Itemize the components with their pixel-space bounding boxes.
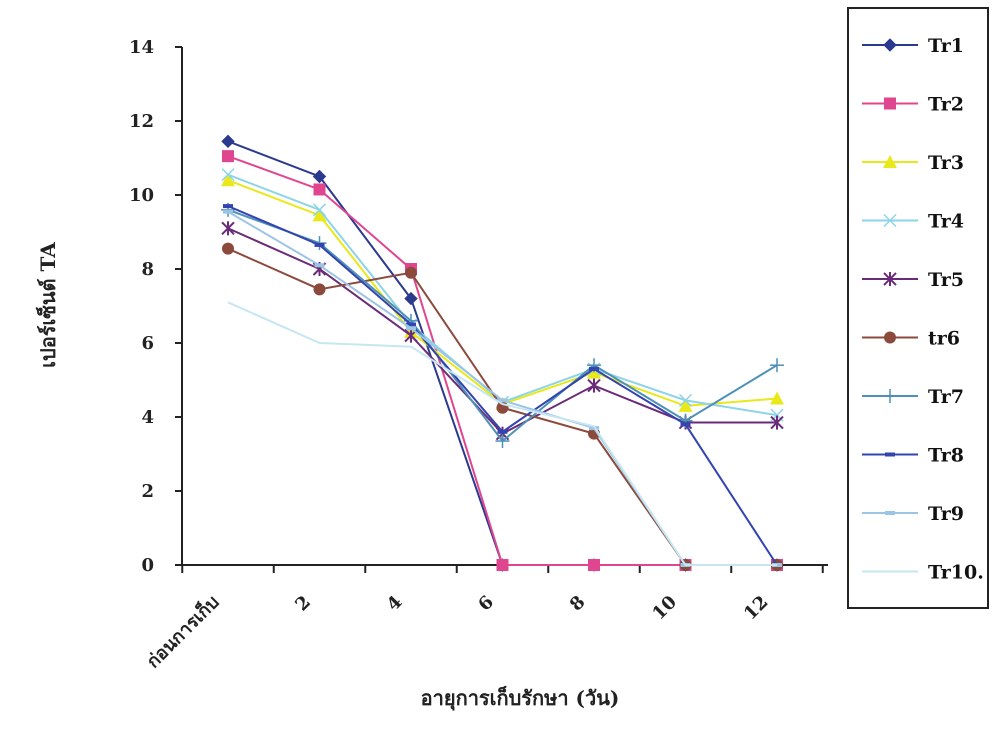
series-line [227, 140, 777, 566]
marker-stroke [221, 168, 235, 182]
data-point [678, 398, 693, 412]
data-point [884, 97, 896, 110]
data-point [770, 358, 784, 373]
x-tick-label: 4 [383, 592, 407, 616]
x-tick-label: 8 [566, 592, 590, 616]
legend-label: Tr9 [928, 503, 964, 525]
data-point [496, 559, 509, 571]
data-point [497, 429, 508, 434]
data-point [883, 38, 897, 52]
legend-box [847, 7, 989, 609]
data-point [314, 242, 325, 247]
legend-label: Tr7 [928, 386, 964, 408]
data-point [314, 263, 325, 268]
data-point [587, 378, 601, 393]
data-point [406, 326, 416, 331]
data-point [313, 183, 326, 196]
data-point [495, 434, 510, 449]
x-tick-label: 12 [740, 592, 773, 625]
data-point [680, 422, 691, 427]
y-tick-label: 8 [141, 259, 154, 280]
x-tick-label: 6 [474, 592, 498, 616]
x-tick-label: ก่อนการเก็บ [141, 590, 223, 672]
data-point [589, 366, 599, 371]
marker-stroke [678, 393, 693, 407]
data-point [312, 169, 327, 184]
data-point [313, 283, 326, 296]
marker-stroke [883, 213, 897, 228]
y-tick-label: 0 [141, 555, 154, 576]
legend-label: Tr1 [928, 35, 964, 57]
data-point [883, 272, 897, 286]
data-point [223, 204, 233, 209]
data-point [221, 173, 235, 187]
legend-label: Tr5 [928, 269, 964, 291]
data-point [883, 213, 897, 228]
data-point [405, 266, 417, 279]
data-point [770, 391, 784, 405]
data-point [883, 155, 897, 168]
data-point [588, 559, 600, 571]
data-point [312, 203, 327, 217]
legend-label: Tr2 [928, 94, 964, 116]
x-tick-label: 2 [291, 592, 315, 616]
y-tick-label: 12 [129, 111, 154, 132]
data-point [770, 415, 784, 430]
data-point [883, 389, 897, 403]
legend-label: tr6 [928, 328, 960, 350]
y-tick-label: 2 [141, 481, 154, 502]
data-point [885, 452, 895, 457]
y-tick-label: 6 [141, 333, 154, 354]
x-tick-label: 10 [648, 592, 681, 625]
legend-label: Tr4 [928, 211, 964, 233]
series-line [227, 301, 777, 566]
data-point [221, 221, 235, 236]
data-point [885, 511, 895, 515]
data-point [221, 134, 235, 149]
data-point [222, 242, 234, 255]
series-line [227, 173, 778, 417]
data-point [222, 150, 234, 163]
legend-label: Tr10. [928, 562, 984, 584]
data-point [223, 209, 233, 214]
legend-label: Tr8 [928, 445, 964, 467]
y-tick-label: 14 [129, 37, 154, 58]
y-tick-label: 10 [129, 185, 154, 206]
data-point [406, 322, 416, 327]
data-point [221, 168, 235, 182]
y-tick-label: 4 [141, 407, 154, 428]
data-point [497, 398, 508, 403]
legend-label: Tr3 [928, 152, 964, 174]
data-point [312, 208, 327, 222]
series-line [227, 179, 778, 407]
y-axis-title: เปอร์เซ็นต์ TA [35, 242, 60, 368]
series-line [227, 155, 777, 566]
data-point [884, 331, 896, 344]
legend: Tr1 Tr2 Tr3 Tr4 Tr5 tr6 Tr7 Tr8 Tr9 Tr10. [847, 7, 989, 609]
data-point [404, 291, 418, 306]
plot-area: 0 2 4 6 8 10 12 14 ก่อนการเก็บ 2 4 6 8 10 12 [129, 37, 828, 672]
data-point [589, 426, 599, 431]
x-axis-title: อายุการเก็บรักษา (วัน) [421, 685, 620, 711]
data-point [678, 393, 693, 407]
marker-stroke [312, 203, 327, 217]
